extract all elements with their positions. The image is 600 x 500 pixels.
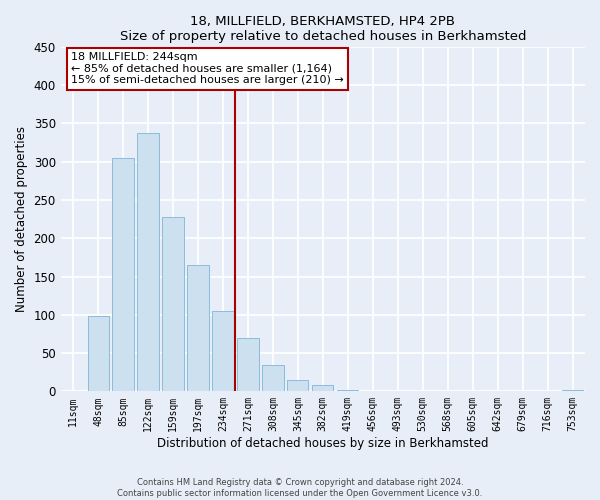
Bar [312,385,334,392]
Y-axis label: Number of detached properties: Number of detached properties [15,126,28,312]
Bar [337,390,358,392]
Bar [187,265,209,392]
Bar [137,132,158,392]
Text: 18 MILLFIELD: 244sqm
← 85% of detached houses are smaller (1,164)
15% of semi-de: 18 MILLFIELD: 244sqm ← 85% of detached h… [71,52,344,86]
Bar [88,316,109,392]
Bar [238,338,259,392]
Bar [287,380,308,392]
X-axis label: Distribution of detached houses by size in Berkhamsted: Distribution of detached houses by size … [157,437,488,450]
Bar [112,158,134,392]
Bar [262,364,284,392]
Bar [562,390,583,392]
Text: Contains HM Land Registry data © Crown copyright and database right 2024.
Contai: Contains HM Land Registry data © Crown c… [118,478,482,498]
Bar [163,217,184,392]
Title: 18, MILLFIELD, BERKHAMSTED, HP4 2PB
Size of property relative to detached houses: 18, MILLFIELD, BERKHAMSTED, HP4 2PB Size… [119,15,526,43]
Bar [212,311,233,392]
